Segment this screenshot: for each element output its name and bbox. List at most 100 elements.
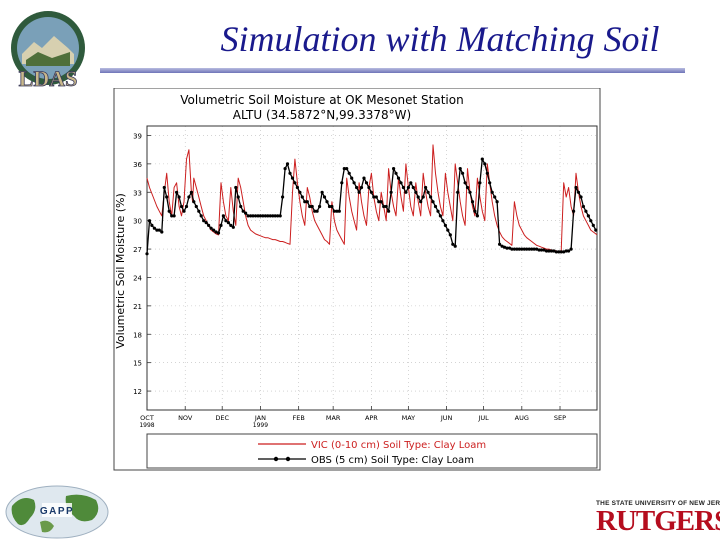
y-tick-label: 30 — [133, 218, 142, 226]
obs-point — [187, 195, 191, 199]
obs-point — [377, 200, 381, 204]
obs-point — [530, 247, 534, 251]
obs-point — [576, 190, 581, 194]
obs-point — [404, 190, 408, 194]
obs-point — [520, 247, 524, 251]
obs-point — [288, 171, 292, 175]
obs-point — [372, 195, 376, 199]
obs-point — [369, 190, 373, 194]
y-tick-label: 21 — [133, 303, 142, 311]
y-tick-label: 24 — [133, 274, 142, 282]
obs-point — [438, 214, 442, 218]
obs-point — [532, 247, 536, 251]
obs-point — [426, 190, 430, 194]
obs-point — [498, 242, 502, 246]
rutgers-tagline: THE STATE UNIVERSITY OF NEW JERSEY — [596, 500, 720, 507]
obs-point — [441, 219, 445, 223]
obs-point — [392, 167, 396, 171]
x-tick-label: JUN — [440, 414, 453, 422]
obs-point — [303, 200, 307, 204]
x-tick-sublabel: 1998 — [139, 422, 154, 429]
y-tick-label: 36 — [133, 161, 142, 169]
chart-subtitle: ALTU (34.5872°N,99.3378°W) — [233, 108, 411, 122]
x-tick-label: APR — [365, 414, 378, 422]
obs-point — [261, 214, 265, 218]
y-tick-label: 18 — [133, 331, 142, 339]
obs-point — [266, 214, 270, 218]
obs-point — [399, 181, 403, 185]
y-tick-label: 33 — [133, 189, 142, 197]
obs-point — [335, 209, 339, 213]
obs-point — [490, 190, 494, 194]
obs-point — [525, 247, 529, 251]
obs-point — [512, 247, 516, 251]
obs-point — [214, 230, 218, 234]
obs-point — [216, 231, 221, 235]
obs-point — [374, 195, 378, 199]
legend-box — [146, 433, 598, 469]
obs-point — [337, 209, 341, 213]
obs-point — [177, 195, 181, 199]
obs-point — [458, 167, 462, 171]
obs-point — [147, 219, 152, 223]
obs-point — [384, 204, 388, 209]
obs-point — [285, 162, 290, 166]
obs-point — [197, 209, 201, 213]
ldas-logo-icon: LDAS — [11, 11, 85, 91]
series-layer — [145, 144, 598, 256]
legend-obs-marker — [285, 456, 291, 462]
obs-point — [352, 181, 356, 185]
obs-point — [591, 223, 595, 227]
obs-point — [406, 185, 410, 190]
obs-point — [318, 204, 322, 209]
obs-point — [586, 214, 590, 218]
x-tick-label: AUG — [515, 414, 529, 422]
obs-point — [549, 249, 553, 253]
obs-point — [535, 247, 539, 251]
slide-title: Simulation with Matching Soil — [220, 19, 660, 59]
obs-point — [226, 221, 230, 225]
obs-point — [456, 190, 460, 194]
obs-point — [207, 223, 211, 227]
obs-point — [480, 157, 484, 161]
obs-point — [204, 221, 208, 225]
obs-point — [453, 244, 457, 248]
obs-point — [468, 190, 472, 194]
obs-point — [194, 204, 198, 209]
obs-point — [542, 248, 546, 252]
obs-point — [315, 209, 319, 213]
obs-point — [581, 204, 585, 209]
obs-point — [421, 195, 425, 199]
obs-point — [569, 247, 573, 251]
obs-point — [364, 181, 369, 185]
grid-layer — [146, 126, 597, 410]
y-tick-label: 27 — [133, 246, 142, 254]
obs-point — [382, 204, 386, 209]
obs-point — [564, 249, 568, 253]
rutgers-wordmark: RUTGERS — [596, 505, 720, 537]
obs-point — [547, 249, 551, 253]
obs-point — [522, 247, 526, 251]
obs-point — [574, 185, 578, 190]
obs-point — [517, 247, 521, 251]
obs-point — [461, 171, 465, 175]
obs-point — [256, 214, 260, 218]
obs-point — [350, 176, 354, 180]
obs-point — [244, 211, 248, 215]
obs-point — [495, 200, 499, 204]
soil-moisture-chart: Volumetric Soil Moisture at OK Mesonet S… — [113, 88, 601, 471]
obs-point — [340, 181, 344, 185]
obs-point — [416, 195, 420, 199]
obs-point — [229, 223, 233, 227]
rutgers-logo: THE STATE UNIVERSITY OF NEW JERSEY RUTGE… — [596, 500, 720, 537]
obs-point — [231, 225, 235, 229]
obs-point — [473, 209, 477, 213]
x-tick-label: NOV — [178, 414, 193, 422]
obs-point — [465, 185, 470, 190]
obs-point — [567, 249, 571, 253]
obs-point — [305, 200, 309, 204]
obs-point — [184, 204, 189, 209]
obs-point — [224, 219, 228, 223]
obs-point — [322, 195, 327, 199]
